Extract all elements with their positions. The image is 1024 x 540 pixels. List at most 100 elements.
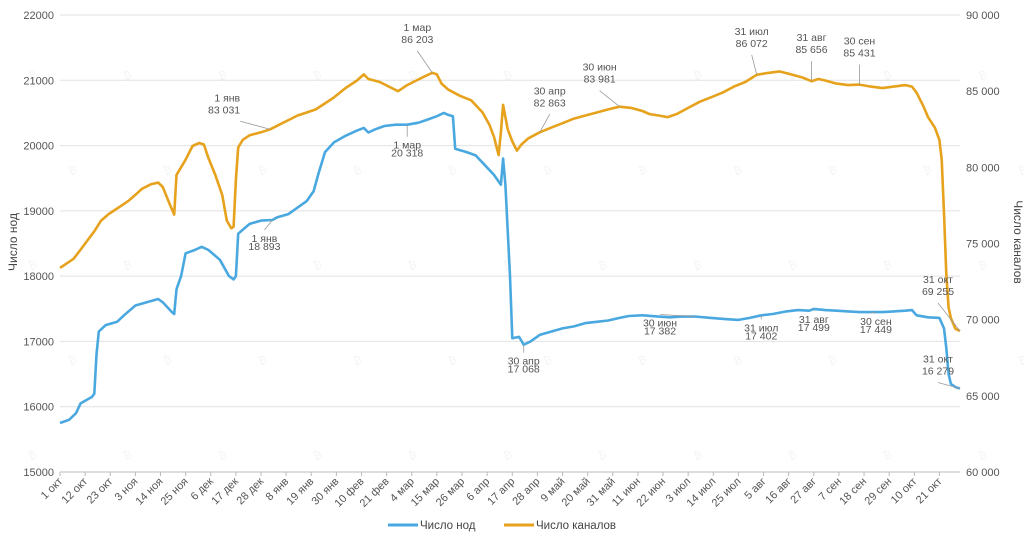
annotation-value: 17 068 [508,364,540,376]
watermark-icon: ₿ [407,259,419,273]
watermark-icon: ₿ [1017,164,1024,178]
y-axis-right-title: Число каналов [1011,200,1024,284]
watermark-icon: ₿ [827,354,839,368]
watermark-icon: ₿ [882,69,894,83]
y-left-tick-label: 22000 [23,10,54,22]
y-left-tick-label: 17000 [23,336,54,348]
watermark-icon: ₿ [447,164,459,178]
x-tick-label: 10 окт [889,476,920,507]
watermark-icon: ₿ [882,449,894,463]
annotation-leader [751,54,758,75]
watermark-icon: ₿ [1017,354,1024,368]
watermark-icon: ₿ [67,354,79,368]
watermark-icon: ₿ [122,449,134,463]
x-tick-label: 17 апр [485,476,517,508]
watermark-icon: ₿ [67,164,79,178]
y-left-tick-label: 15000 [23,467,54,479]
annotation-value: 85 431 [843,48,875,60]
watermark-icon: ₿ [312,69,324,83]
y-right-tick-label: 80 000 [966,162,1000,174]
watermark-icon: ₿ [977,69,989,83]
watermark-icon: ₿ [882,259,894,273]
annotation-value: 18 893 [248,241,280,253]
x-tick-label: 14 ноя [133,476,165,508]
y-axis-right: 60 000 65 000 70 000 75 000 80 000 85 000 90 0… [966,10,1000,479]
annotation-value: 69 255 [922,286,954,298]
y-right-tick-label: 70 000 [966,315,1000,327]
watermark-icon: ₿ [217,449,229,463]
x-tick-label: 18 сен [837,476,869,508]
y-left-tick-label: 21000 [23,75,54,87]
x-tick-label: 21 окт [914,476,945,507]
watermark-icon: ₿ [597,449,609,463]
annotation-leader [937,382,961,389]
x-tick-label: 12 окт [60,476,91,507]
y-right-tick-label: 60 000 [966,467,1000,479]
watermark-icon: ₿ [502,69,514,83]
annotation-leader [240,120,271,130]
watermark-icon: ₿ [977,449,989,463]
legend-nodes-label: Число нод [420,520,476,532]
watermark-icon: ₿ [407,69,419,83]
watermark-icon: ₿ [637,164,649,178]
series-nodes-line [59,111,961,425]
annotation-date: 31 июл [735,26,769,38]
watermark-icon: ₿ [827,164,839,178]
annotation-date: 31 окт [923,353,953,365]
gridlines [60,14,960,473]
watermark-icon: ₿ [407,449,419,463]
watermark-icon: ₿ [352,164,364,178]
watermark-layer: ₿ ₿ ₿ ₿ ₿ ₿ ₿ ₿ ₿ ₿ ₿ ₿ ₿ ₿ ₿ ₿ ₿ ₿ ₿ ₿ ₿ ₿ ₿ ₿ ₿ ₿ ₿ ₿ ₿ ₿ ₿ ₿ ₿ ₿ ₿ ₿ ₿ ₿ ₿ ₿… [27,69,1024,463]
watermark-icon: ₿ [732,354,744,368]
watermark-icon: ₿ [597,69,609,83]
watermark-icon: ₿ [257,164,269,178]
annotation-value: 20 318 [391,148,423,160]
watermark-icon: ₿ [787,259,799,273]
series-channels-line [59,70,961,333]
annotation-value: 85 656 [795,44,827,56]
watermark-icon: ₿ [692,69,704,83]
y-right-tick-label: 75 000 [966,239,1000,251]
annotation-value: 17 382 [644,325,676,337]
annotation-date: 1 мар [404,22,432,34]
annotation-value: 83 031 [208,104,240,116]
x-tick-label: 17 дек [209,476,241,508]
watermark-icon: ₿ [162,354,174,368]
annotation-date: 31 июл [744,322,778,334]
watermark-icon: ₿ [27,259,39,273]
x-tick-label: 23 окт [85,476,116,507]
watermark-icon: ₿ [637,354,649,368]
y-axis-left: 15000 16000 17000 18000 19000 20000 21000 22000 [23,10,54,479]
watermark-icon: ₿ [122,259,134,273]
x-tick-label: 28 дек [235,476,267,508]
y-right-tick-label: 65 000 [966,391,1000,403]
annotation-value: 17 402 [745,330,777,342]
y-left-tick-label: 20000 [23,141,54,153]
watermark-icon: ₿ [502,449,514,463]
annotation-date: 30 апр [534,85,566,97]
annotation-date: 30 сен [844,36,876,48]
watermark-icon: ₿ [217,69,229,83]
legend-channels-label: Число каналов [536,520,616,532]
annotation-leader [417,50,433,74]
annotation-leader [539,114,551,133]
watermark-icon: ₿ [732,164,744,178]
watermark-icon: ₿ [312,449,324,463]
x-tick-label: 29 сен [863,476,895,508]
annotation-date: 31 авг [799,314,829,326]
watermark-icon: ₿ [312,259,324,273]
watermark-icon: ₿ [257,354,269,368]
watermark-icon: ₿ [162,164,174,178]
